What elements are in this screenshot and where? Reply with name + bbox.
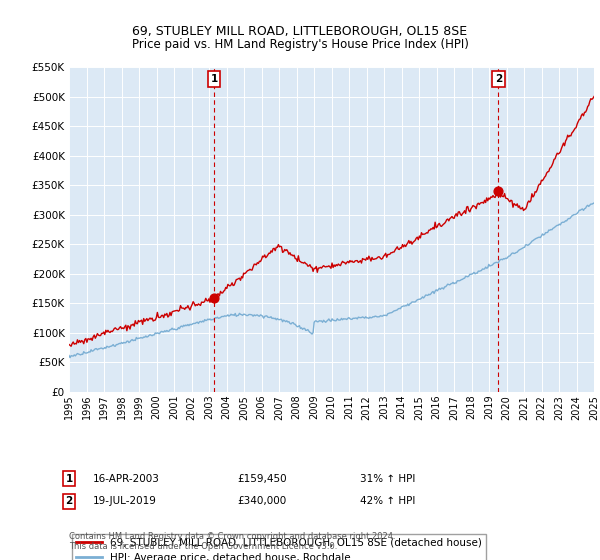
Text: Contains HM Land Registry data © Crown copyright and database right 2024.
This d: Contains HM Land Registry data © Crown c… [69, 532, 395, 552]
Text: 69, STUBLEY MILL ROAD, LITTLEBOROUGH, OL15 8SE: 69, STUBLEY MILL ROAD, LITTLEBOROUGH, OL… [133, 25, 467, 38]
Text: 2: 2 [495, 74, 502, 84]
Text: 1: 1 [211, 74, 218, 84]
Text: 19-JUL-2019: 19-JUL-2019 [93, 496, 157, 506]
Text: £159,450: £159,450 [237, 474, 287, 484]
Text: 42% ↑ HPI: 42% ↑ HPI [360, 496, 415, 506]
Text: 16-APR-2003: 16-APR-2003 [93, 474, 160, 484]
Text: £340,000: £340,000 [237, 496, 286, 506]
Text: 2: 2 [65, 496, 73, 506]
Legend: 69, STUBLEY MILL ROAD, LITTLEBOROUGH, OL15 8SE (detached house), HPI: Average pr: 69, STUBLEY MILL ROAD, LITTLEBOROUGH, OL… [71, 534, 486, 560]
Text: 1: 1 [65, 474, 73, 484]
Text: Price paid vs. HM Land Registry's House Price Index (HPI): Price paid vs. HM Land Registry's House … [131, 38, 469, 50]
Text: 31% ↑ HPI: 31% ↑ HPI [360, 474, 415, 484]
Point [209, 293, 219, 302]
Point [494, 186, 503, 195]
